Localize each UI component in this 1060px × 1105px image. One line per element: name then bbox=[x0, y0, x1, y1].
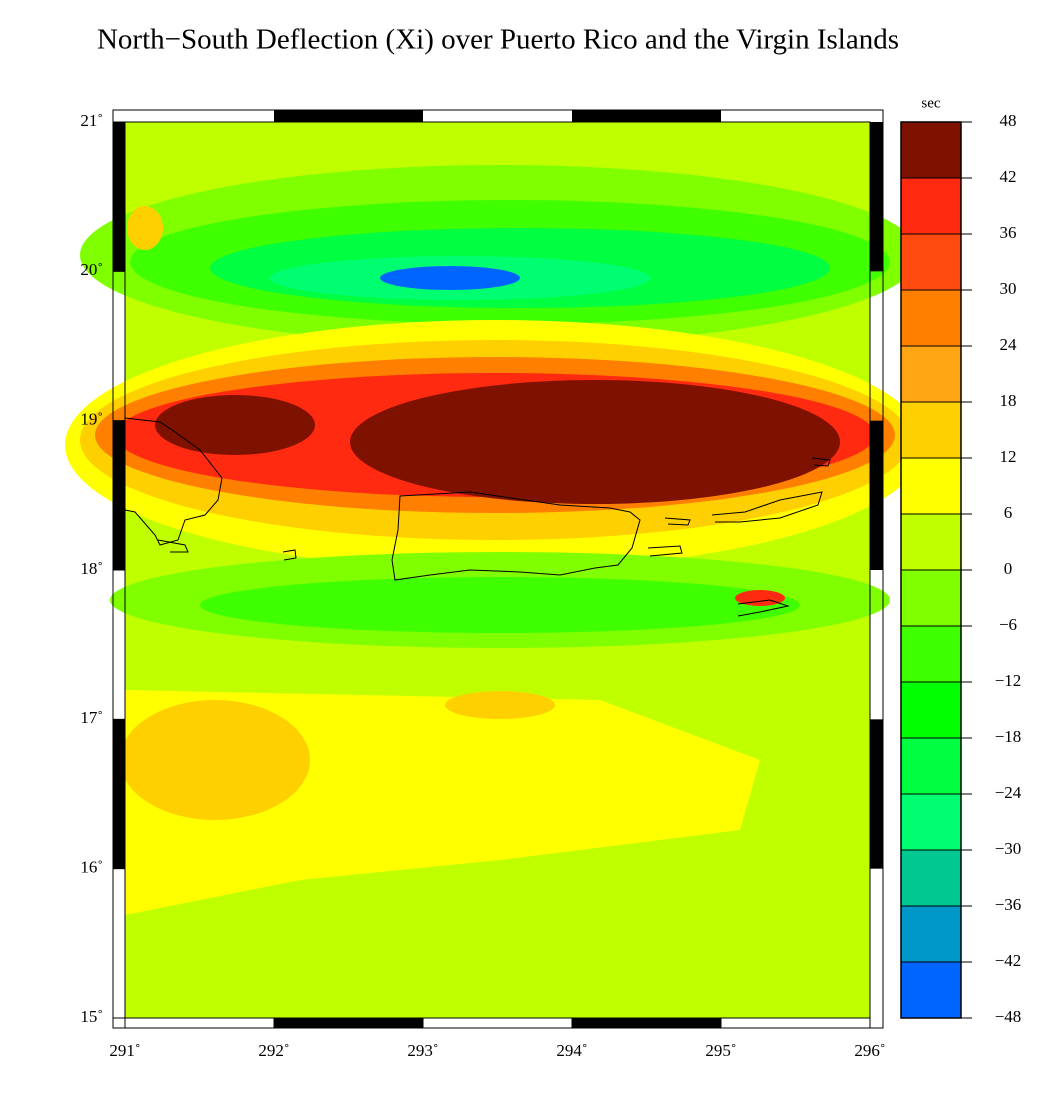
colorbar-tick-label: −6 bbox=[999, 615, 1017, 634]
colorbar-segment bbox=[900, 345, 962, 403]
y-tick-label: 16˚ bbox=[80, 858, 103, 877]
contour-region bbox=[350, 380, 840, 504]
coastline bbox=[811, 457, 831, 467]
x-tick-label: 294˚ bbox=[556, 1041, 587, 1060]
colorbar-segment bbox=[900, 289, 962, 347]
colorbar-tick-label: −48 bbox=[995, 1007, 1022, 1026]
colorbar-segment bbox=[900, 681, 962, 739]
coastline bbox=[157, 539, 189, 553]
frame-bar bbox=[113, 420, 125, 570]
contour-region bbox=[120, 700, 310, 820]
y-tick-label: 15˚ bbox=[80, 1007, 103, 1026]
colorbar-segment bbox=[900, 569, 962, 627]
colorbar-tick-label: 24 bbox=[1000, 335, 1018, 354]
colorbar-tick-label: 36 bbox=[1000, 223, 1017, 242]
colorbar-segment bbox=[900, 961, 962, 1019]
x-tick-label: 295˚ bbox=[705, 1041, 736, 1060]
contour-region bbox=[155, 395, 315, 455]
frame-bar bbox=[572, 110, 721, 122]
frame-bar bbox=[113, 122, 125, 272]
x-tick-label: 291˚ bbox=[109, 1041, 140, 1060]
coastlines bbox=[124, 417, 831, 617]
frame-bar bbox=[113, 719, 125, 869]
x-tick-label: 292˚ bbox=[258, 1041, 289, 1060]
coastline bbox=[391, 491, 641, 581]
contour-region bbox=[200, 577, 800, 633]
y-tick-label: 18˚ bbox=[80, 559, 103, 578]
colorbar-tick-label: 12 bbox=[1000, 447, 1017, 466]
colorbar-segment bbox=[900, 513, 962, 571]
coastline bbox=[282, 549, 297, 561]
colorbar-tick-label: 30 bbox=[1000, 279, 1017, 298]
colorbar-tick-label: 42 bbox=[1000, 167, 1017, 186]
x-tick-label: 293˚ bbox=[407, 1041, 438, 1060]
y-tick-label: 21˚ bbox=[80, 111, 103, 130]
contour-region bbox=[380, 266, 520, 290]
colorbar-tick-label: 6 bbox=[1004, 503, 1013, 522]
contour-region bbox=[735, 590, 785, 606]
title: North−South Deflection (Xi) over Puerto … bbox=[97, 24, 899, 56]
frame-bar bbox=[572, 1018, 721, 1028]
colorbar-segment bbox=[900, 233, 962, 291]
colorbar-segment bbox=[900, 457, 962, 515]
colorbar-tick-label: 0 bbox=[1004, 559, 1013, 578]
colorbar-tick-label: −36 bbox=[995, 895, 1022, 914]
frame-bar bbox=[870, 420, 883, 570]
colorbar-segment bbox=[900, 121, 962, 179]
contour-region bbox=[445, 691, 555, 719]
coastline bbox=[711, 491, 823, 523]
frame-bar bbox=[870, 122, 883, 272]
field bbox=[65, 122, 925, 1018]
frame-bar bbox=[870, 719, 883, 869]
colorbar-segment bbox=[900, 905, 962, 963]
y-tick-label: 17˚ bbox=[80, 708, 103, 727]
contour-region bbox=[127, 206, 163, 250]
frame-bar bbox=[274, 110, 423, 122]
colorbar-segment bbox=[900, 625, 962, 683]
colorbar-tick-label: −24 bbox=[995, 783, 1022, 802]
colorbar-unit: sec bbox=[921, 95, 940, 111]
colorbar-segment bbox=[900, 401, 962, 459]
y-tick-label: 20˚ bbox=[80, 260, 103, 279]
colorbar-tick-label: −42 bbox=[995, 951, 1022, 970]
frame-bar bbox=[274, 1018, 423, 1028]
axes: 291˚ 292˚ 293˚ 294˚ 295˚ 296˚ 15˚ 16˚ 17˚ 18˚ 19˚ 2… bbox=[80, 109, 1022, 1060]
y-tick-label: 19˚ bbox=[80, 410, 103, 429]
x-tick-label: 296˚ bbox=[854, 1041, 885, 1060]
colorbar-tick-label: −30 bbox=[995, 839, 1022, 858]
colorbar-segment bbox=[900, 177, 962, 235]
coastline bbox=[737, 599, 790, 617]
colorbar-tick-label: −12 bbox=[995, 671, 1022, 690]
colorbar-tick-label: −18 bbox=[995, 727, 1022, 746]
coastline bbox=[664, 517, 691, 526]
coastline bbox=[124, 417, 223, 546]
coastline bbox=[647, 545, 683, 557]
colorbar-segment bbox=[900, 849, 962, 907]
colorbar-tick-label: 48 bbox=[1000, 111, 1017, 130]
colorbar-tick-label: 18 bbox=[1000, 391, 1017, 410]
colorbar-segment bbox=[900, 793, 962, 851]
colorbar-segment bbox=[900, 737, 962, 795]
